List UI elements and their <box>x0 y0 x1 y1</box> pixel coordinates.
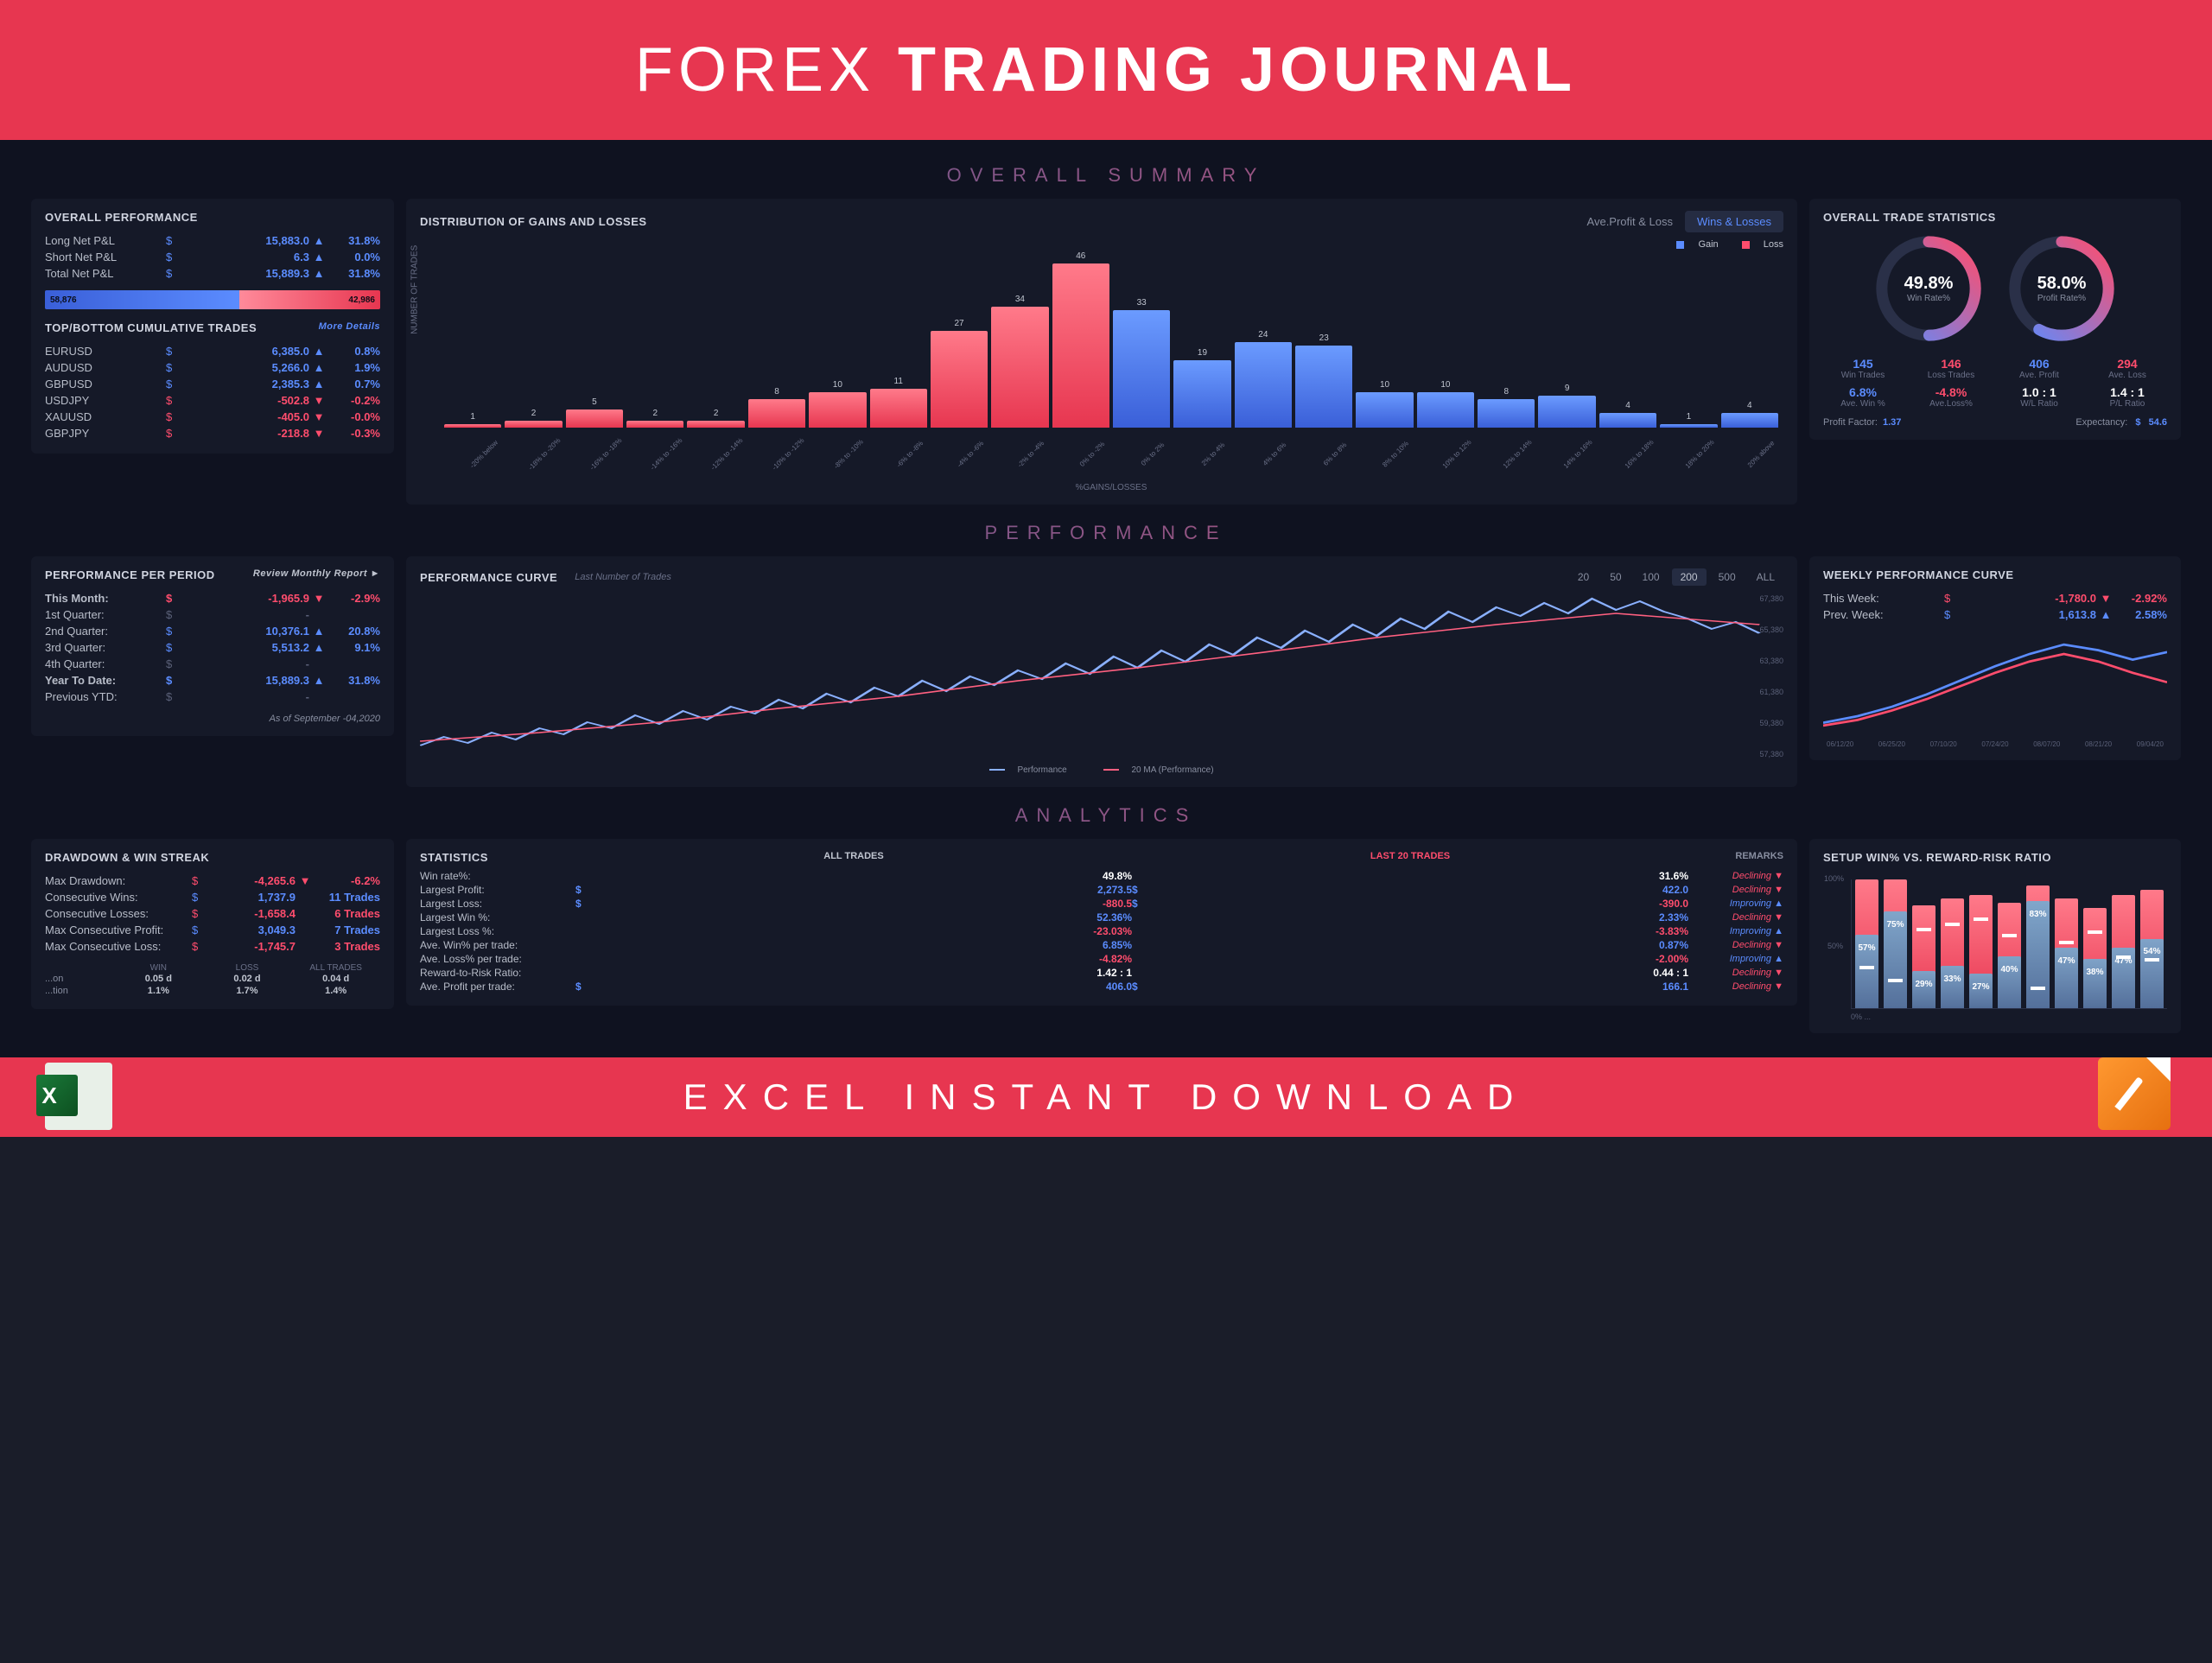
stat-row: 4th Quarter: $ - <box>45 656 380 672</box>
distribution-legend: Gain Loss <box>420 239 1783 250</box>
stat-row: AUDUSD $ 5,266.0 ▲ 1.9% <box>45 359 380 376</box>
range-100[interactable]: 100 <box>1634 568 1669 586</box>
stats-row: Ave. Loss% per trade: -4.82% -2.00% Impr… <box>420 952 1783 966</box>
perf-curve-subtitle: Last Number of Trades <box>575 572 671 582</box>
banner-footer-text: EXCEL INSTANT DOWNLOAD <box>683 1076 1529 1117</box>
setup-title: SETUP WIN% VS. REWARD-RISK RATIO <box>1823 851 2167 864</box>
progress-blue: 58,876 <box>45 290 239 309</box>
stat-row: Max Drawdown: $ -4,265.6 ▼ -6.2% <box>45 873 380 889</box>
tab-0[interactable]: Ave.Profit & Loss <box>1575 211 1685 232</box>
stat-row: 2nd Quarter: $ 10,376.1 ▲ 20.8% <box>45 623 380 639</box>
dashboard: OVERALL SUMMARY OVERALL PERFORMANCE Long… <box>0 140 2212 1057</box>
distribution-title: DISTRIBUTION OF GAINS AND LOSSES <box>420 215 647 228</box>
stat-row: Previous YTD: $ - <box>45 689 380 705</box>
top-bottom-title: TOP/BOTTOM CUMULATIVE TRADES More Detail… <box>45 321 380 334</box>
as-of-date: As of September -04,2020 <box>45 714 380 724</box>
stat-row: GBPJPY $ -218.8 ▼ -0.3% <box>45 425 380 441</box>
stat-row: USDJPY $ -502.8 ▼ -0.2% <box>45 392 380 409</box>
trade-stats-title: OVERALL TRADE STATISTICS <box>1823 211 2167 224</box>
stat-row: Consecutive Wins: $ 1,737.9 11 Trades <box>45 889 380 905</box>
stat-row: Year To Date: $ 15,889.3 ▲ 31.8% <box>45 672 380 689</box>
stat-row: 1st Quarter: $ - <box>45 606 380 623</box>
mini-table: WINLOSSALL TRADES ...on0.05 d0.02 d0.04 … <box>45 963 380 997</box>
range-200[interactable]: 200 <box>1672 568 1707 586</box>
panel-statistics: STATISTICS ALL TRADES LAST 20 TRADES REM… <box>406 839 1797 1006</box>
progress-red: 42,986 <box>239 290 380 309</box>
overall-perf-title: OVERALL PERFORMANCE <box>45 211 380 224</box>
setup-chart: 57% 75% 29% 33% 27% 40% 83% 47% <box>1851 879 2167 1009</box>
panel-trade-stats: OVERALL TRADE STATISTICS 49.8%Win Rate% … <box>1809 199 2181 440</box>
range-20[interactable]: 20 <box>1569 568 1598 586</box>
more-details-link[interactable]: More Details <box>319 321 380 332</box>
banner-bottom: X EXCEL INSTANT DOWNLOAD <box>0 1057 2212 1137</box>
panel-drawdown: DRAWDOWN & WIN STREAK Max Drawdown: $ -4… <box>31 839 394 1009</box>
perf-period-title: PERFORMANCE PER PERIOD Review Monthly Re… <box>45 568 380 581</box>
stat-row: GBPUSD $ 2,385.3 ▲ 0.7% <box>45 376 380 392</box>
panel-distribution: DISTRIBUTION OF GAINS AND LOSSES Ave.Pro… <box>406 199 1797 505</box>
range-tabs: 2050100200500ALL <box>1569 568 1783 586</box>
range-ALL[interactable]: ALL <box>1748 568 1783 586</box>
stats-row: Largest Loss %: -23.03% -3.83% Improving… <box>420 924 1783 938</box>
stat-row: Consecutive Losses: $ -1,658.4 6 Trades <box>45 905 380 922</box>
excel-icon: X <box>45 1063 112 1130</box>
x-axis-label: %GAINS/LOSSES <box>439 483 1783 492</box>
stat-row: EURUSD $ 6,385.0 ▲ 0.8% <box>45 343 380 359</box>
range-500[interactable]: 500 <box>1710 568 1745 586</box>
stats-row: Largest Win %: 52.36% 2.33% Declining ▼ <box>420 911 1783 924</box>
panel-perf-period: PERFORMANCE PER PERIOD Review Monthly Re… <box>31 556 394 736</box>
stats-row: Ave. Profit per trade: $ 406.0 $ 166.1 D… <box>420 980 1783 993</box>
stat-row: This Week: $ -1,780.0 ▼ -2.92% <box>1823 590 2167 606</box>
progress-bar: 58,876 42,986 <box>45 290 380 309</box>
section-overall-summary: OVERALL SUMMARY <box>31 156 2181 199</box>
stat-bottom: Profit Factor:1.37 Expectancy: $ 54.6 <box>1823 417 2167 428</box>
banner-main: TRADING JOURNAL <box>898 35 1577 105</box>
distribution-bars: 125228101127344633192423101089414 <box>439 255 1783 428</box>
stats-row: Reward-to-Risk Ratio: 1.42 : 1 0.44 : 1 … <box>420 966 1783 980</box>
banner-top: FOREX TRADING JOURNAL <box>0 0 2212 140</box>
perf-curve-title: PERFORMANCE CURVE <box>420 571 557 584</box>
stats-header: STATISTICS ALL TRADES LAST 20 TRADES REM… <box>420 851 1783 869</box>
review-monthly-link[interactable]: Review Monthly Report ► <box>253 568 380 579</box>
stat-row: XAUUSD $ -405.0 ▼ -0.0% <box>45 409 380 425</box>
distribution-tabs: Ave.Profit & LossWins & Losses <box>1575 211 1783 232</box>
stat-row: Max Consecutive Loss: $ -1,745.7 3 Trade… <box>45 938 380 955</box>
stats-row: Largest Loss: $ -880.5 $ -390.0 Improvin… <box>420 897 1783 911</box>
panel-weekly-perf: WEEKLY PERFORMANCE CURVE This Week: $ -1… <box>1809 556 2181 760</box>
weekly-perf-title: WEEKLY PERFORMANCE CURVE <box>1823 568 2167 581</box>
stat-row: Long Net P&L $ 15,883.0 ▲ 31.8% <box>45 232 380 249</box>
donut-Profit Rate%: 58.0%Profit Rate% <box>2005 232 2118 345</box>
tab-1[interactable]: Wins & Losses <box>1685 211 1783 232</box>
stat-row: 3rd Quarter: $ 5,513.2 ▲ 9.1% <box>45 639 380 656</box>
banner-prefix: FOREX <box>635 35 875 105</box>
drawdown-title: DRAWDOWN & WIN STREAK <box>45 851 380 864</box>
section-performance: PERFORMANCE <box>31 513 2181 556</box>
stats-row: Ave. Win% per trade: 6.85% 0.87% Declini… <box>420 938 1783 952</box>
panel-perf-curve: PERFORMANCE CURVE Last Number of Trades … <box>406 556 1797 787</box>
stats-row: Largest Profit: $ 2,273.5 $ 422.0 Declin… <box>420 883 1783 897</box>
donut-Win Rate%: 49.8%Win Rate% <box>1872 232 1985 345</box>
stat-row: Total Net P&L $ 15,889.3 ▲ 31.8% <box>45 265 380 282</box>
panel-overall-performance: OVERALL PERFORMANCE Long Net P&L $ 15,88… <box>31 199 394 454</box>
stat-row: Prev. Week: $ 1,613.8 ▲ 2.58% <box>1823 606 2167 623</box>
range-50[interactable]: 50 <box>1601 568 1630 586</box>
perf-curve-chart: 67,38065,38063,38061,38059,38057,380 <box>420 594 1783 759</box>
section-analytics: ANALYTICS <box>31 796 2181 839</box>
weekly-chart <box>1823 633 2167 737</box>
stat-row: Max Consecutive Profit: $ 3,049.3 7 Trad… <box>45 922 380 938</box>
stats-row: Win rate%: 49.8% 31.6% Declining ▼ <box>420 869 1783 883</box>
perf-curve-legend: Performance 20 MA (Performance) <box>420 765 1783 775</box>
y-axis-label: NUMBER OF TRADES <box>410 244 420 333</box>
stat-row: This Month: $ -1,965.9 ▼ -2.9% <box>45 590 380 606</box>
note-icon <box>2098 1057 2171 1130</box>
panel-setup: SETUP WIN% VS. REWARD-RISK RATIO 57% 75%… <box>1809 839 2181 1033</box>
stat-row: Short Net P&L $ 6.3 ▲ 0.0% <box>45 249 380 265</box>
